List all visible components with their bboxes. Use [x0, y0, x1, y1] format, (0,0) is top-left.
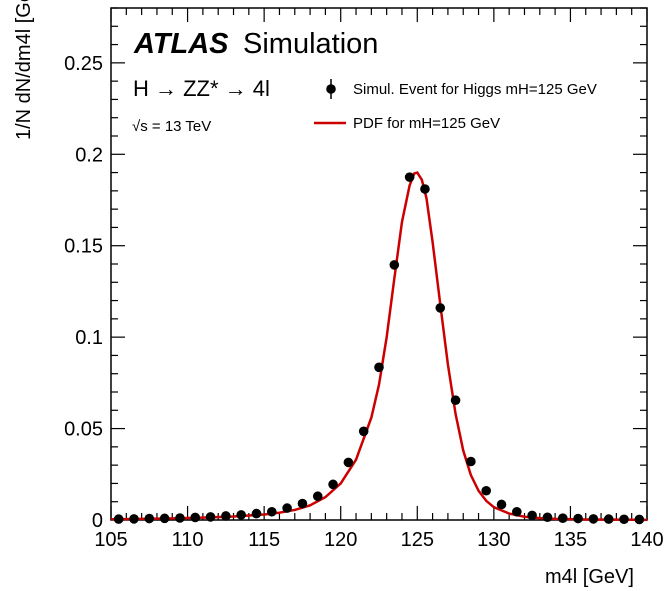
x-tick-label: 105 [94, 529, 127, 551]
x-tick-label: 115 [248, 529, 280, 551]
energy-label: √s = 13 TeV [132, 118, 211, 135]
data-point [113, 514, 124, 524]
data-point [221, 511, 231, 521]
data-point [450, 395, 461, 406]
data-point [542, 512, 553, 523]
x-tick-label: 120 [324, 529, 357, 551]
data-point [557, 513, 568, 523]
data-point [588, 514, 599, 524]
y-tick-label: 0.25 [64, 53, 103, 75]
atlas-label: ATLAS [133, 28, 229, 60]
data-point [282, 503, 292, 513]
y-tick-label: 0.1 [75, 327, 103, 349]
axis-tick-labels: 105 110 115 120 125 130 135 140 0 0.05 0.1 0.15 0.2 0… [64, 53, 664, 551]
data-point [389, 260, 400, 270]
data-point [144, 513, 155, 524]
data-point [466, 456, 476, 467]
data-point [634, 514, 645, 525]
x-tick-label: 130 [477, 529, 510, 551]
x-tick-label: 140 [630, 529, 663, 551]
y-tick-label: 0.05 [64, 419, 103, 441]
data-point [312, 491, 323, 502]
data-point [603, 514, 614, 524]
data-point [435, 303, 446, 313]
y-axis-title: 1/N dN/dm4l [GeV⁻¹] [13, 0, 35, 140]
x-axis-title: m4l [GeV] [545, 566, 634, 588]
data-point [129, 514, 139, 524]
data-point [404, 172, 415, 182]
data-point [619, 514, 629, 525]
simulation-label: Simulation [243, 28, 378, 60]
data-point [328, 479, 338, 490]
x-tick-label: 135 [554, 529, 587, 551]
data-point [481, 485, 492, 496]
data-points [113, 172, 645, 525]
legend-entry-points: Simul. Event for Higgs mH=125 GeV [353, 81, 597, 98]
data-point [374, 362, 384, 373]
y-tick-label: 0.15 [64, 236, 103, 258]
data-point [251, 508, 262, 519]
data-point [190, 512, 201, 523]
x-tick-label: 125 [401, 529, 434, 551]
x-tick-label: 110 [172, 529, 204, 551]
legend-entry-pdf: PDF for mH=125 GeV [353, 115, 500, 132]
y-tick-label: 0.2 [75, 144, 103, 166]
data-point [175, 513, 185, 523]
y-tick-label: 0 [92, 510, 103, 532]
data-point [343, 457, 354, 468]
data-point [496, 499, 507, 510]
pdf-curve [110, 171, 648, 522]
data-point [527, 510, 537, 521]
data-point [205, 512, 216, 522]
data-point [267, 506, 277, 517]
data-point [297, 498, 308, 509]
data-point [512, 506, 522, 517]
legend: Simul. Event for Higgs mH=125 GeV PDF fo… [314, 79, 597, 132]
process-label: H → ZZ* → 4l [133, 76, 270, 101]
data-point [159, 513, 170, 524]
data-point [573, 513, 583, 524]
data-point [236, 510, 246, 520]
data-point [420, 184, 430, 194]
data-point [358, 426, 369, 437]
